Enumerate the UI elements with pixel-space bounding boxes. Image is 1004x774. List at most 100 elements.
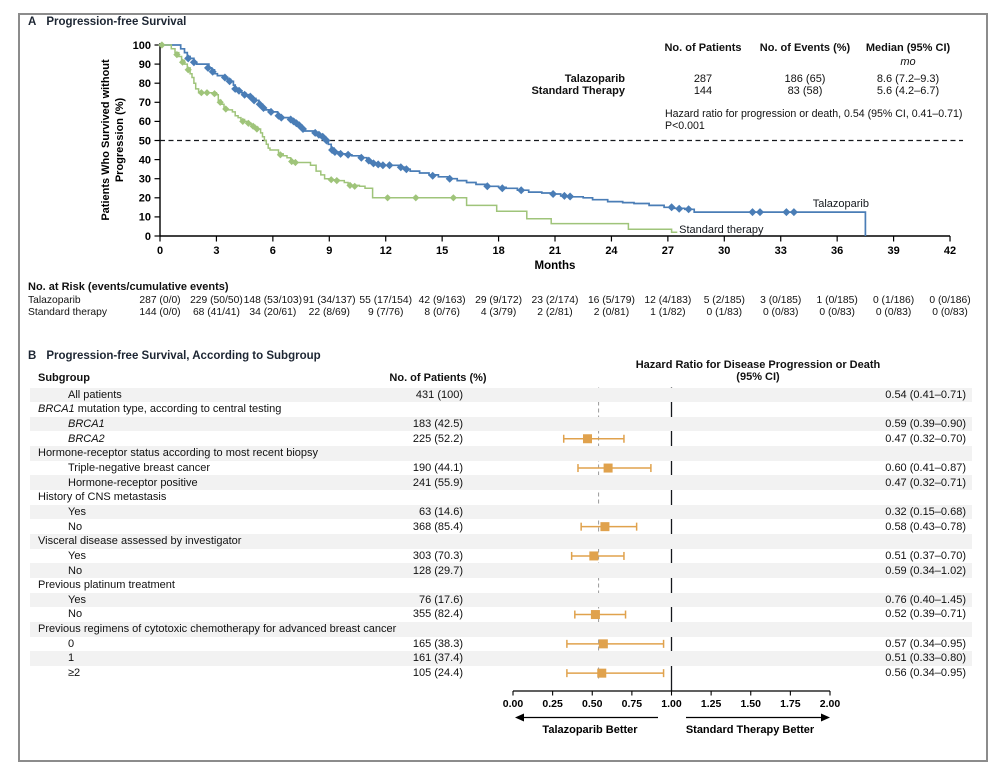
censor-mark-standard-therapy [291, 158, 299, 167]
left-arrow-label: Talazoparib Better [542, 724, 638, 736]
panel-a-title: A Progression-free Survival [28, 16, 186, 28]
subgroup-patients: 105 (24.4) [412, 667, 463, 680]
y-tick-label: 30 [139, 174, 151, 186]
subgroup-label: Yes [68, 505, 86, 518]
subgroup-hr-text: 0.59 (0.39–0.90) [885, 418, 966, 430]
censor-mark-standard-therapy [173, 51, 181, 59]
subgroup-hr-text: 0.59 (0.34–1.02) [885, 564, 966, 577]
subgroup-patients: 128 (29.7) [412, 564, 463, 577]
subgroup-label: Visceral disease assessed by investigato… [38, 535, 242, 548]
censor-mark-standard-therapy [412, 194, 420, 202]
censor-mark-talazoparib [789, 208, 798, 217]
y-tick-label: 40 [139, 154, 151, 166]
censor-mark-talazoparib [250, 96, 259, 105]
y-tick-label: 0 [145, 231, 151, 243]
subgroup-label: Yes [68, 593, 86, 606]
y-tick-label: 60 [139, 116, 151, 128]
forest-x-tick-label: 0.75 [622, 698, 643, 710]
stats-standard-patients: 144 [693, 85, 713, 97]
forest-hr-marker [589, 551, 599, 561]
y-tick-label: 10 [139, 212, 151, 224]
at-risk-cell: 148 (53/103) [243, 295, 303, 306]
subgroup-patients: 190 (44.1) [412, 461, 463, 474]
subgroup-row-stripe [30, 651, 972, 666]
at-risk-cell: 22 (8/69) [308, 307, 350, 319]
subgroup-hr-text: 0.47 (0.32–0.71) [885, 476, 966, 489]
forest-header-line1: Hazard Ratio for Disease Progression or … [635, 359, 881, 371]
subgroup-patients: 431 (100) [415, 388, 463, 401]
censor-mark-talazoparib [208, 67, 217, 76]
forest-x-tick-label: 0.50 [582, 698, 603, 710]
at-risk-cell: 0 (0/83) [762, 307, 799, 319]
censor-mark-talazoparib [782, 208, 791, 217]
x-tick-label: 6 [270, 245, 276, 257]
subgroup-patients: 63 (14.6) [418, 505, 463, 518]
stats-standard-median: 5.6 (4.2–6.7) [876, 85, 940, 97]
at-risk-cell: 12 (4/183) [644, 295, 692, 306]
at-risk-cell: 0 (0/83) [932, 307, 968, 319]
at-risk-cell: 8 (0/76) [424, 307, 460, 319]
censor-mark-standard-therapy [216, 98, 224, 106]
censor-mark-standard-therapy [249, 122, 257, 130]
y-tick-label: 50 [139, 135, 151, 147]
forest-x-tick-label: 1.50 [741, 698, 762, 710]
stats-talazoparib-events: 186 (65) [784, 73, 826, 85]
censor-mark-standard-therapy [327, 176, 335, 184]
subgroup-patients: 225 (52.2) [412, 432, 463, 445]
stats-row-talazoparib: Talazoparib [564, 73, 625, 85]
at-risk-cell: 42 (9/163) [418, 295, 466, 306]
x-tick-label: 12 [380, 245, 392, 257]
subgroup-row-stripe [30, 621, 972, 637]
x-tick-label: 33 [775, 245, 787, 257]
subgroup-patients: 368 (85.4) [412, 520, 463, 533]
curve-label-talazoparib: Talazoparib [813, 198, 869, 210]
subgroup-hr-text: 0.54 (0.41–0.71) [885, 388, 966, 401]
censor-mark-standard-therapy [179, 58, 187, 66]
y-tick-label: 100 [133, 40, 151, 52]
subgroup-hr-text: 0.56 (0.34–0.95) [885, 667, 966, 680]
subgroup-label: All patients [68, 388, 122, 401]
panel-b-title: B Progression-free Survival, According to… [28, 350, 321, 362]
subgroup-patients: 303 (70.3) [412, 549, 463, 562]
stats-row-standard: Standard Therapy [531, 85, 625, 97]
censor-mark-talazoparib [220, 73, 229, 82]
subgroup-row-stripe [30, 475, 972, 491]
patients-column-header: No. of Patients (%) [389, 372, 487, 384]
subgroup-label: 0 [68, 637, 75, 650]
subgroup-label: Hormone-receptor status according to mos… [38, 447, 319, 460]
right-arrow-label: Standard Therapy Better [686, 724, 815, 736]
stats-standard-events: 83 (58) [787, 85, 823, 97]
p-value-note: P<0.001 [665, 120, 705, 132]
censor-mark-talazoparib [235, 86, 243, 95]
subgroup-hr-text: 0.58 (0.43–0.78) [885, 520, 966, 533]
x-tick-label: 3 [213, 245, 219, 257]
censor-mark-talazoparib [259, 104, 268, 112]
censor-mark-talazoparib [255, 100, 264, 109]
forest-hr-marker [600, 522, 610, 532]
panel-b-title-text: Progression-free Survival, According to … [46, 350, 321, 362]
subgroup-row-stripe [30, 446, 972, 461]
at-risk-cell: 287 (0/0) [139, 295, 181, 306]
censor-mark-standard-therapy [333, 177, 341, 185]
subgroup-label: History of CNS metastasis [38, 491, 167, 504]
censor-mark-talazoparib [385, 161, 394, 170]
subgroup-hr-text: 0.60 (0.41–0.87) [885, 461, 966, 474]
forest-hr-marker [603, 463, 613, 473]
subgroup-label: Previous regimens of cytotoxic chemother… [38, 623, 397, 636]
subgroup-row-stripe [30, 416, 972, 432]
censor-mark-talazoparib [675, 204, 684, 213]
censor-mark-talazoparib [445, 174, 454, 183]
subgroup-hr-text: 0.32 (0.15–0.68) [885, 505, 966, 518]
censor-mark-talazoparib [428, 171, 437, 180]
censor-mark-talazoparib [498, 184, 507, 193]
subgroup-label: 1 [68, 652, 75, 665]
forest-x-tick-label: 1.00 [661, 698, 682, 710]
at-risk-cell: 2 (0/81) [593, 307, 630, 319]
at-risk-cell: 4 (3/79) [480, 307, 517, 319]
censor-mark-talazoparib [756, 208, 764, 217]
censor-mark-standard-therapy [197, 89, 205, 97]
subgroup-row-stripe [30, 592, 972, 608]
y-axis-label: Progression (%) [114, 97, 126, 182]
censor-mark-standard-therapy [276, 151, 284, 159]
censor-mark-talazoparib [204, 63, 212, 72]
